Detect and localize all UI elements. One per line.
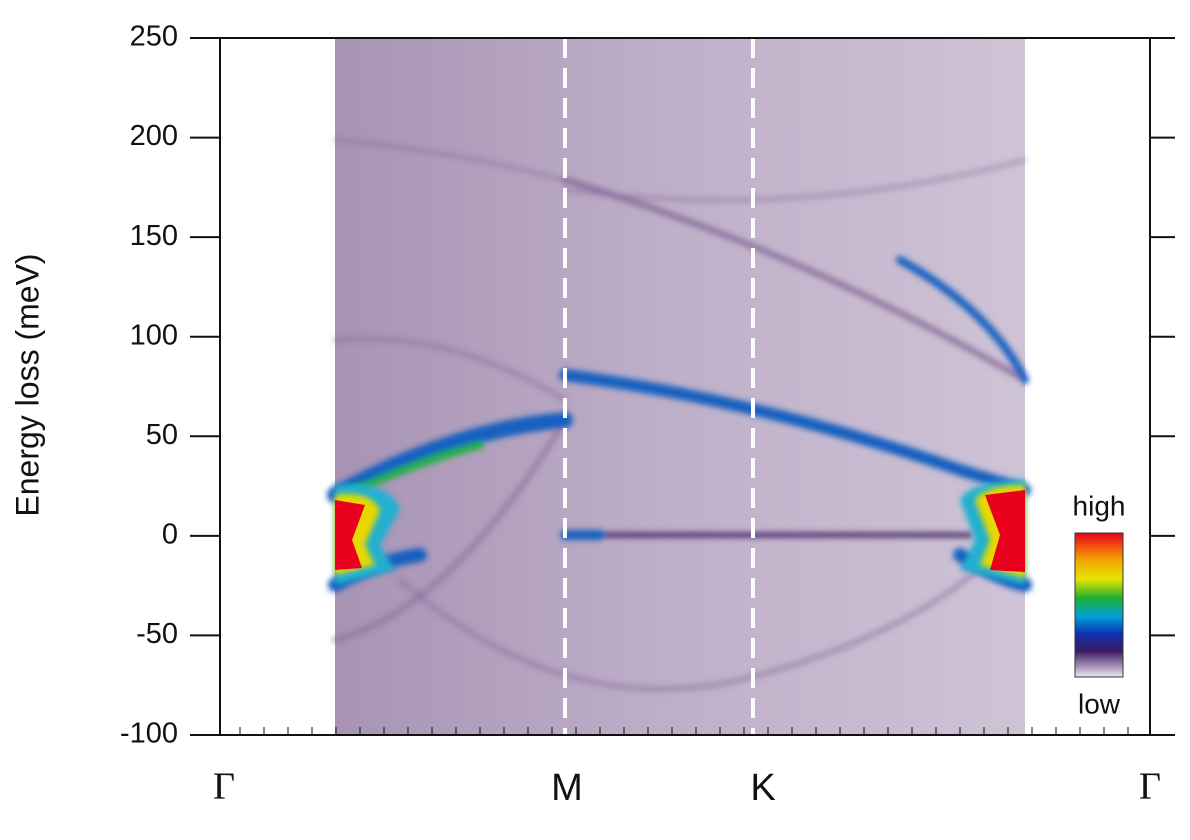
x-tick-label: M [551,767,583,809]
x-tick-label: K [750,767,775,809]
y-tick-label: 150 [130,220,178,252]
y-tick-label: -100 [120,718,178,750]
y-tick-label: 100 [130,319,178,351]
intensity-map [327,38,1032,735]
y-tick-label: 200 [130,120,178,152]
y-tick-label: -50 [136,618,178,650]
y-tick-label: 0 [162,519,178,551]
colorbar-low-label: low [1078,688,1121,719]
colorbar [1074,532,1124,678]
x-tick-label: Γ [213,766,235,808]
x-tick-label: Γ [1139,766,1161,808]
y-tick-label: 250 [130,21,178,53]
plot-frame [219,37,1151,736]
y-axis-label: Energy loss (meV) [9,253,45,516]
y-tick-label: 50 [146,419,178,451]
colorbar-high-label: high [1073,490,1126,521]
